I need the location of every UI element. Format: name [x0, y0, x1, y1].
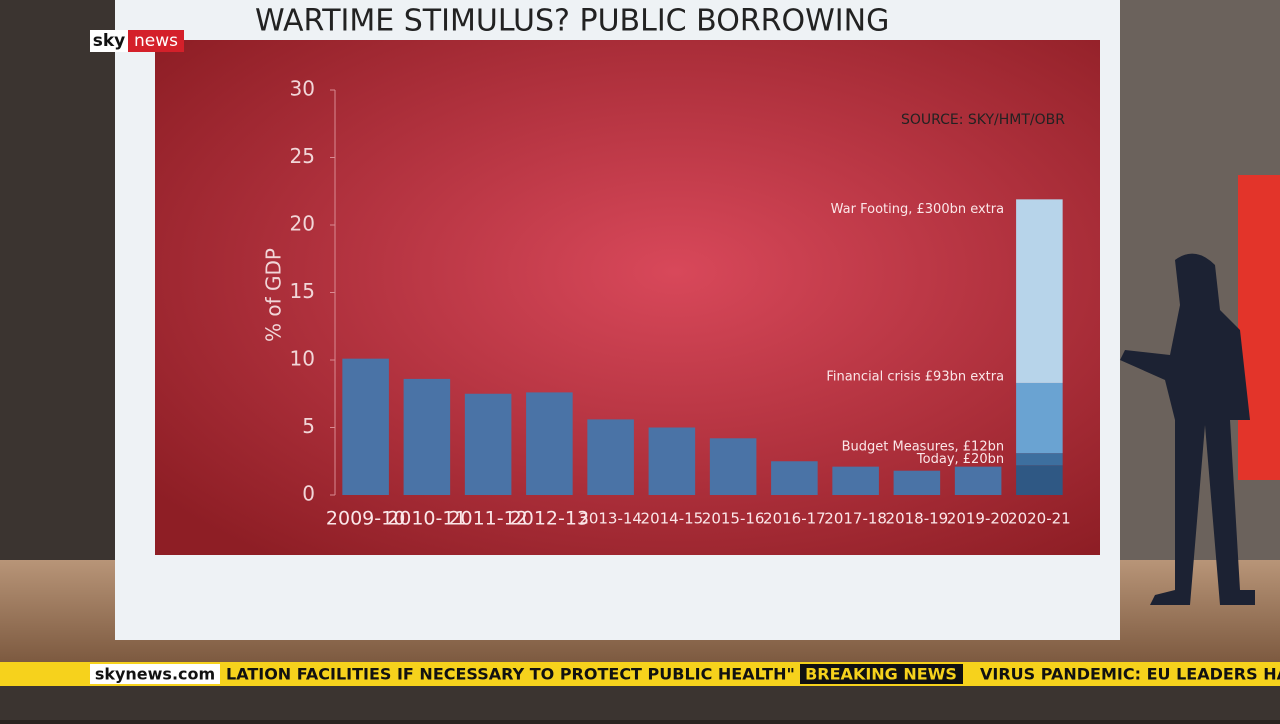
y-axis-label: % of GDP: [262, 248, 286, 342]
x-tick-label: 2020-21: [1008, 510, 1071, 528]
x-tick-label: 2011-12: [448, 508, 527, 530]
ticker-text: VIRUS PANDEMIC: EU LEADERS HA: [980, 665, 1280, 684]
x-tick-label: 2015-16: [702, 510, 765, 528]
studio-light: [1238, 175, 1280, 480]
bar: [342, 358, 389, 495]
y-tick-label: 5: [302, 414, 315, 438]
site-label: skynews.com: [95, 665, 215, 684]
x-tick-label: 2009-10: [326, 508, 405, 530]
logo-box: [90, 30, 128, 52]
bar: [832, 466, 879, 495]
y-tick-label: 15: [290, 279, 315, 303]
y-tick-label: 10: [290, 347, 315, 371]
y-tick-label: 20: [290, 212, 315, 236]
x-tick-label: 2014-15: [641, 510, 704, 528]
stack-segment: [1016, 465, 1063, 495]
stack-segment: [1016, 453, 1063, 466]
bar: [587, 419, 634, 495]
bar: [771, 461, 818, 495]
x-tick-label: 2013-14: [579, 510, 642, 528]
site-box: [90, 664, 220, 684]
y-tick-label: 25: [290, 144, 315, 168]
stack-segment: [1016, 382, 1063, 454]
y-tick-label: 30: [290, 77, 315, 101]
chart-title: WARTIME STIMULUS? PUBLIC BORROWING: [255, 4, 889, 39]
bar: [403, 378, 451, 495]
logo-box: [128, 30, 184, 52]
x-tick-label: 2012-13: [510, 508, 589, 530]
bar: [526, 392, 573, 495]
chart-source: SOURCE: SKY/HMT/OBR: [901, 112, 1065, 128]
x-tick-label: 2016-17: [763, 510, 826, 528]
presenter: [1120, 253, 1255, 606]
logo-sky: sky: [93, 31, 126, 51]
plot: 0 5 10 15 20 25 30 2009-102010-112011-122012-13…: [290, 77, 1071, 530]
bar: [464, 393, 512, 495]
y-tick-label: 0: [302, 482, 315, 506]
breaking-label: BREAKING NEWS: [805, 665, 957, 684]
bar: [954, 466, 1002, 495]
bar: [709, 438, 757, 495]
segment-label: War Footing, £300bn extra: [831, 202, 1004, 217]
x-tick-label: 2017-18: [824, 510, 887, 528]
segment-label: Budget Measures, £12bn: [842, 440, 1004, 455]
x-tick-label: 2018-19: [886, 510, 949, 528]
x-tick-label: 2010-11: [387, 508, 466, 530]
segment-label: Today, £20bn: [916, 452, 1004, 467]
logo-news: news: [134, 31, 178, 51]
segment-label: Financial crisis £93bn extra: [826, 369, 1004, 384]
bar: [648, 427, 696, 495]
x-tick-label: 2019-20: [947, 510, 1010, 528]
stack-segment: [1016, 199, 1063, 383]
bar: [893, 470, 941, 495]
breaking-box: [800, 664, 963, 684]
ticker-text: LATION FACILITIES IF NECESSARY TO PROTEC…: [226, 665, 795, 684]
